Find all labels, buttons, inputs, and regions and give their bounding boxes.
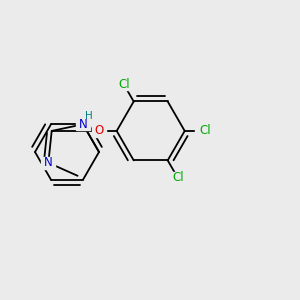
Bar: [195, 125, 215, 137]
Bar: [168, 172, 188, 184]
Text: N: N: [79, 118, 87, 131]
Text: O: O: [94, 124, 103, 137]
Bar: [41, 157, 56, 169]
Bar: [76, 118, 90, 130]
Bar: [114, 78, 134, 90]
Bar: [92, 125, 106, 137]
Text: Cl: Cl: [118, 78, 130, 91]
Text: Cl: Cl: [199, 124, 211, 137]
Text: H: H: [85, 111, 93, 121]
Text: N: N: [44, 156, 53, 169]
Text: Cl: Cl: [172, 171, 184, 184]
